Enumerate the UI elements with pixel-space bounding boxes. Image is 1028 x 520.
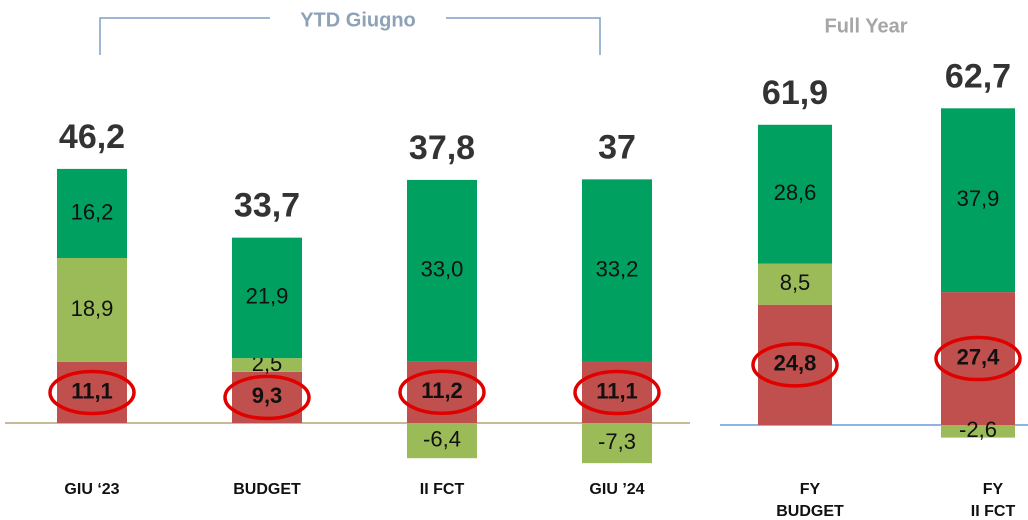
total-label: 46,2 <box>59 118 125 156</box>
bar-segment <box>232 358 302 372</box>
value-label: 37,9 <box>957 186 1000 211</box>
x-tick-label: FY BUDGET <box>776 481 844 520</box>
value-label: 11,1 <box>596 378 638 403</box>
value-label: 24,8 <box>774 351 817 376</box>
highlight-ring <box>398 369 486 415</box>
value-label: 11,1 <box>71 378 113 403</box>
value-label: 16,2 <box>71 199 114 224</box>
value-label: 28,6 <box>774 180 817 205</box>
bar-segment <box>941 108 1015 293</box>
bar-segment <box>407 423 477 459</box>
highlight-ring <box>934 335 1022 382</box>
value-label: 27,4 <box>957 344 1001 369</box>
highlight-ring <box>223 374 311 421</box>
x-tick-label: FY II FCT <box>971 481 1016 520</box>
total-label: 37,8 <box>409 129 475 167</box>
bar-segment <box>758 304 832 425</box>
value-label: 21,9 <box>246 284 289 309</box>
total-label: 37 <box>598 128 636 166</box>
bar-segment <box>941 425 1015 438</box>
total-label: 33,7 <box>234 187 300 225</box>
value-label: 33,2 <box>596 256 639 281</box>
x-tick-label: GIU ‘23 <box>64 481 119 498</box>
bar-segment <box>758 263 832 305</box>
x-tick-label: GIU ’24 <box>589 481 644 498</box>
bar-segment <box>57 168 127 258</box>
bar-segment <box>57 258 127 362</box>
bar-segment <box>232 237 302 359</box>
bar-segment <box>758 124 832 264</box>
bar-segment <box>582 179 652 362</box>
bar-segment <box>582 423 652 464</box>
panel-title: YTD Giugno <box>300 9 416 31</box>
bar-segment <box>407 179 477 362</box>
highlight-ring <box>751 342 839 388</box>
value-label: -2,6 <box>959 417 997 442</box>
value-label: -6,4 <box>423 426 461 451</box>
value-label: 11,2 <box>421 378 463 403</box>
value-label: 9,3 <box>252 383 283 408</box>
panel-title: Full Year <box>824 15 907 37</box>
highlight-ring <box>573 369 661 416</box>
x-tick-label: BUDGET <box>233 481 301 498</box>
value-label: -7,3 <box>598 429 636 454</box>
value-label: 18,9 <box>71 296 114 321</box>
total-label: 62,7 <box>945 57 1011 95</box>
x-tick-label: II FCT <box>420 481 465 498</box>
value-label: 8,5 <box>780 270 811 295</box>
bracket <box>99 17 601 55</box>
highlight-ring <box>48 369 136 416</box>
total-label: 61,9 <box>762 74 828 112</box>
value-label: 33,0 <box>421 256 464 281</box>
bar-segment <box>941 292 1015 425</box>
